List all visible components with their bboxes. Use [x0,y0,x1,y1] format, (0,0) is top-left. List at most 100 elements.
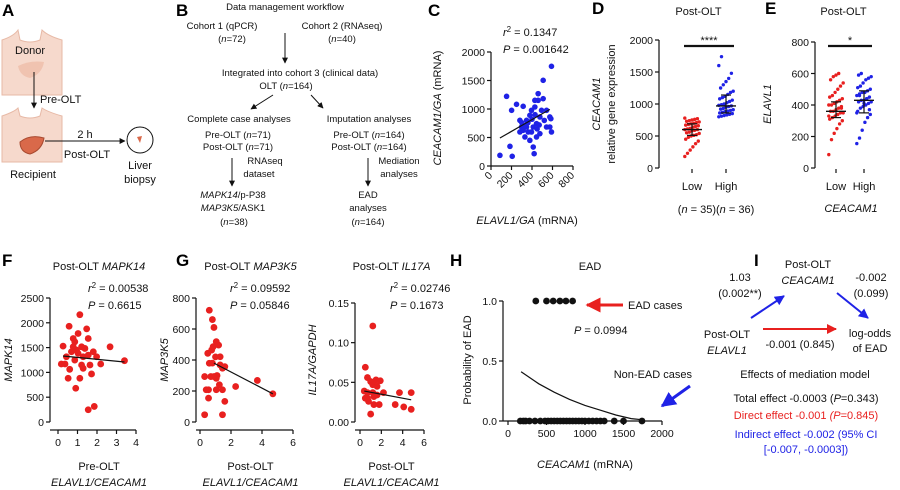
data-point [219,411,226,419]
data-point [857,136,862,140]
panel-label-h: H [450,251,462,270]
chart-title: Post-OLT MAPK14 [53,261,146,273]
series-low [826,71,846,173]
y-axis-label: Probability of EAD [462,315,474,404]
data-point [836,112,840,117]
data-point [855,141,859,146]
data-point [731,108,735,112]
x-tick-label: 500 [538,428,556,440]
data-point [829,103,834,107]
y-tick-label: 400 [172,355,190,367]
y-axis-label: MAPK14 [3,338,15,381]
ead-point [562,297,570,305]
x-axis-label: Post-OLT [368,461,415,473]
r-squared-stat: r2 = 0.1347 [503,25,557,39]
data-point [219,386,226,394]
p-value-stat: P = 0.0994 [574,325,628,337]
workflow-title: Data management workflow [226,2,344,13]
y-tick-label: 0.5 [482,356,497,368]
x-tick-label: 4 [133,437,139,449]
y-tick-label: 1500 [21,343,45,355]
data-point [71,356,79,364]
data-point [858,84,863,88]
x-tick-label: 0 [197,437,203,449]
path-b-p: (0.099) [854,288,889,300]
y-tick-label: 500 [26,392,44,404]
x-tick-label: 6 [421,437,427,449]
output-mapk14: MAPK14/p-P38 [200,190,266,201]
y-tick-label: 600 [791,69,809,81]
chart-e: 0 200 400 600 800 Low High * Post-OLT ELAVL1 CEACA… [762,6,878,215]
y-tick-label: 0 [38,417,44,429]
series-high [854,71,874,173]
y-axis-label: MAP3K5 [159,337,171,381]
output-n38: (n=38) [220,217,248,228]
data-point [520,103,526,110]
data-point [201,411,209,419]
panel-a: A Donor Pre-OLT Recipient 2 h Post-OLT L… [1,1,156,186]
data-point [209,343,217,351]
data-point [121,357,128,365]
p-value-stat: P = 0.1673 [390,300,444,312]
data-point [370,393,378,401]
ead-point [543,297,550,305]
data-point [536,122,542,128]
data-point [840,119,844,123]
x-tick-label: 3 [114,437,120,449]
ead-point [569,297,577,305]
non-ead-point [531,417,539,425]
y-axis-label: IL17A/GAPDH [307,324,319,395]
x-axis-label: Post-OLT [227,461,274,473]
pre-olt-label: Pre-OLT [40,94,82,106]
data-point [718,111,722,115]
data-point [93,353,101,361]
y-tick-label: 1000 [630,99,654,111]
data-point [839,106,844,110]
ead-cases-label: EAD cases [628,300,683,312]
y-tick-label: 0.00 [329,417,350,429]
non-ead-point [526,417,533,425]
data-point [866,101,871,106]
data-point [538,107,545,114]
data-point [724,79,728,84]
y-tick-label: 200 [791,132,809,144]
data-point [541,117,548,124]
data-point [520,127,526,134]
path-a-p: (0.002**) [718,288,761,300]
data-point [548,129,555,135]
data-point [81,345,89,352]
arrow-to-complete [250,94,274,110]
data-point [535,90,541,97]
x-tick-label: 6 [290,437,296,449]
data-point [684,131,689,135]
x-tick-label: 1500 [612,428,636,440]
y-tick-label: 2000 [630,35,654,47]
data-point [86,361,94,369]
data-point [867,95,872,99]
post-olt-label: Post-OLT [64,149,111,161]
data-point [527,137,533,144]
data-point [361,363,369,371]
data-point [693,141,698,146]
cohort2-n: (n=40) [328,34,356,45]
output-ead: EAD [358,190,378,201]
panel-i-mediation-diagram: 1.03 (0.002**) Post-OLT CEACAM1 -0.002 (… [704,259,892,456]
data-point [400,403,408,411]
output-n164: (n=164) [351,217,384,228]
data-point [508,107,515,114]
non-ead-point [610,417,618,425]
olt-n: OLT (n=164) [259,81,312,92]
data-point [859,71,863,76]
path-a-coef: 1.03 [729,272,750,284]
data-point [548,63,555,70]
path-b-arrow [836,292,869,319]
data-point [860,90,864,95]
y-tick-label: 0.15 [329,298,350,310]
data-point [693,124,698,129]
data-point [697,120,701,124]
data-point [840,97,844,101]
y-tick-label: 1500 [630,67,654,79]
data-point [828,95,832,99]
